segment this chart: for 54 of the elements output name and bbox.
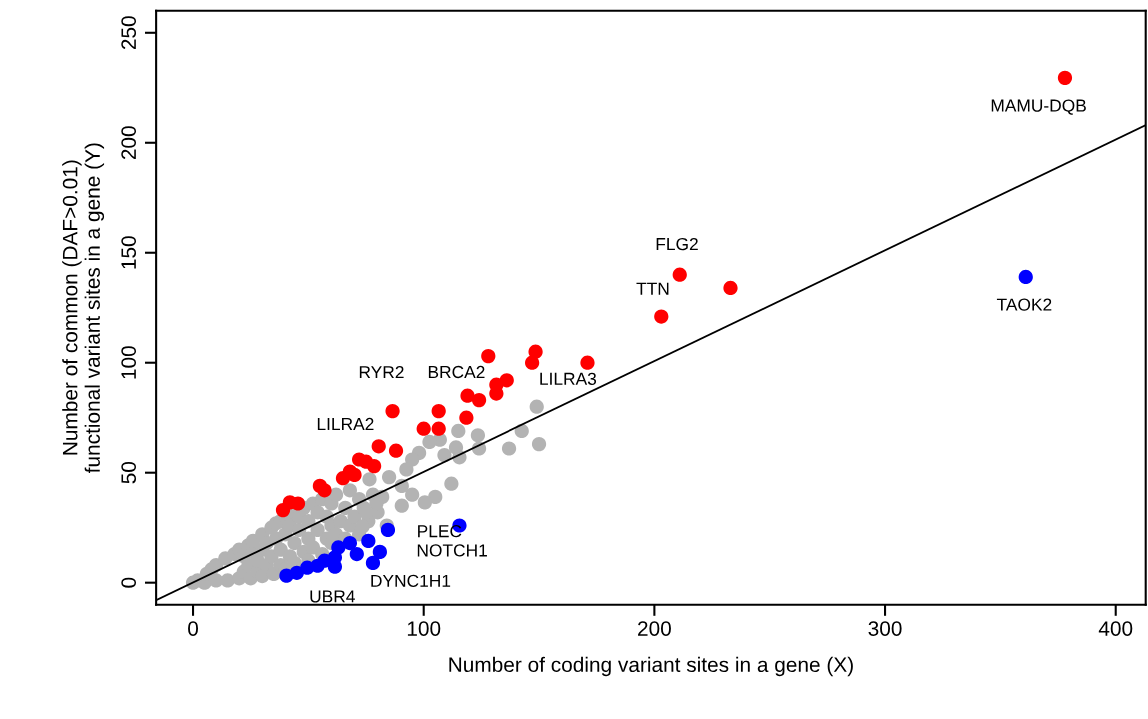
x-tick-label: 400 bbox=[1098, 621, 1133, 636]
y-tick-label: 250 bbox=[121, 16, 137, 50]
point bbox=[459, 410, 474, 425]
point bbox=[481, 349, 496, 364]
y-tick-label: 0 bbox=[121, 577, 137, 588]
point bbox=[361, 533, 376, 549]
annotation: NOTCH1 bbox=[417, 544, 487, 557]
annotation: LILRA3 bbox=[540, 372, 597, 385]
y-axis-title: Number of common (DAF>0.01) functional variant sites in a gene (Y) bbox=[62, 143, 105, 474]
annotation: FLG2 bbox=[656, 237, 698, 251]
y-tick-label: 150 bbox=[121, 236, 137, 269]
point bbox=[317, 483, 332, 498]
point bbox=[349, 546, 364, 562]
point bbox=[460, 388, 475, 403]
point bbox=[371, 439, 386, 454]
x-tick-label: 300 bbox=[868, 621, 902, 636]
point bbox=[654, 309, 669, 324]
point bbox=[380, 522, 396, 538]
annotation: LILRA2 bbox=[317, 417, 374, 430]
point bbox=[580, 355, 595, 370]
point bbox=[723, 280, 738, 296]
annotation: BRCA2 bbox=[428, 365, 485, 379]
point bbox=[279, 568, 294, 583]
point bbox=[385, 404, 400, 419]
point bbox=[365, 555, 381, 570]
point bbox=[672, 267, 687, 282]
point bbox=[347, 467, 362, 483]
point bbox=[525, 355, 540, 370]
y-tick-label: 50 bbox=[121, 461, 137, 484]
point bbox=[416, 421, 431, 436]
annotation: RYR2 bbox=[359, 365, 404, 379]
annotation: DYNC1H1 bbox=[371, 574, 451, 587]
point bbox=[342, 535, 358, 551]
y-tick-label: 100 bbox=[121, 346, 137, 379]
point bbox=[431, 421, 446, 436]
x-tick-label: 200 bbox=[638, 621, 671, 636]
annotation: PLEC bbox=[418, 525, 462, 538]
annotation: UBR4 bbox=[310, 590, 355, 603]
point bbox=[388, 443, 404, 458]
point bbox=[471, 393, 487, 408]
y-tick-label: 200 bbox=[121, 126, 137, 160]
point bbox=[367, 458, 382, 474]
x-axis-title: Number of coding variant sites in a gene (X) bbox=[449, 656, 853, 677]
annotation: TAOK2 bbox=[996, 298, 1052, 311]
point bbox=[1018, 269, 1033, 285]
point bbox=[1057, 70, 1073, 85]
annotation: MAMU-DQB bbox=[991, 99, 1086, 115]
x-tick-label: 100 bbox=[407, 621, 441, 636]
x-tick-label: 0 bbox=[188, 621, 199, 636]
point bbox=[275, 502, 291, 518]
point bbox=[431, 404, 446, 419]
point bbox=[372, 544, 387, 559]
point bbox=[335, 471, 351, 486]
annotation: TTN bbox=[636, 282, 669, 295]
